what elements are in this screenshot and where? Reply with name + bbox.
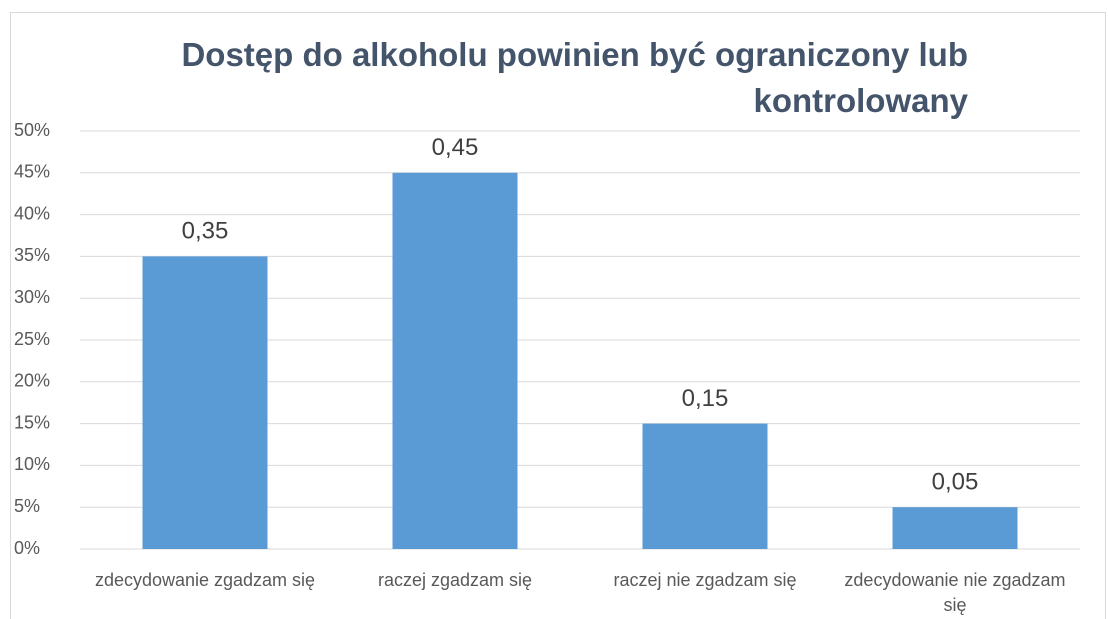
bar [392, 172, 518, 550]
x-tick-label: raczej zgadzam się [377, 570, 533, 590]
y-tick-label: 15% [14, 412, 50, 432]
y-tick-label: 25% [14, 329, 50, 349]
x-tick-label: raczej nie zgadzam się [613, 570, 797, 590]
x-tick-label: zdecydowanie zgadzam się [94, 570, 316, 590]
data-label: 0,15 [682, 385, 729, 412]
y-tick-label: 35% [14, 245, 50, 265]
y-tick-label: 30% [14, 287, 50, 307]
bar [142, 256, 268, 549]
y-tick-label: 50% [14, 120, 50, 140]
y-tick-label: 10% [14, 454, 50, 474]
x-tick-label: zdecydowanie nie zgadzam się [844, 570, 1066, 615]
bar [892, 507, 1018, 549]
y-tick-label: 45% [14, 162, 50, 182]
bar [642, 423, 768, 549]
data-label: 0,45 [432, 134, 479, 161]
data-label: 0,35 [182, 218, 229, 245]
y-tick-label: 20% [14, 371, 50, 391]
y-tick-label: 5% [14, 496, 40, 516]
chart-frame [10, 12, 1106, 619]
chart-title: Dostęp do alkoholu powinien być ogranicz… [181, 36, 968, 119]
data-label: 0,05 [932, 469, 979, 496]
y-tick-label: 0% [14, 538, 40, 558]
y-tick-label: 40% [14, 203, 50, 223]
